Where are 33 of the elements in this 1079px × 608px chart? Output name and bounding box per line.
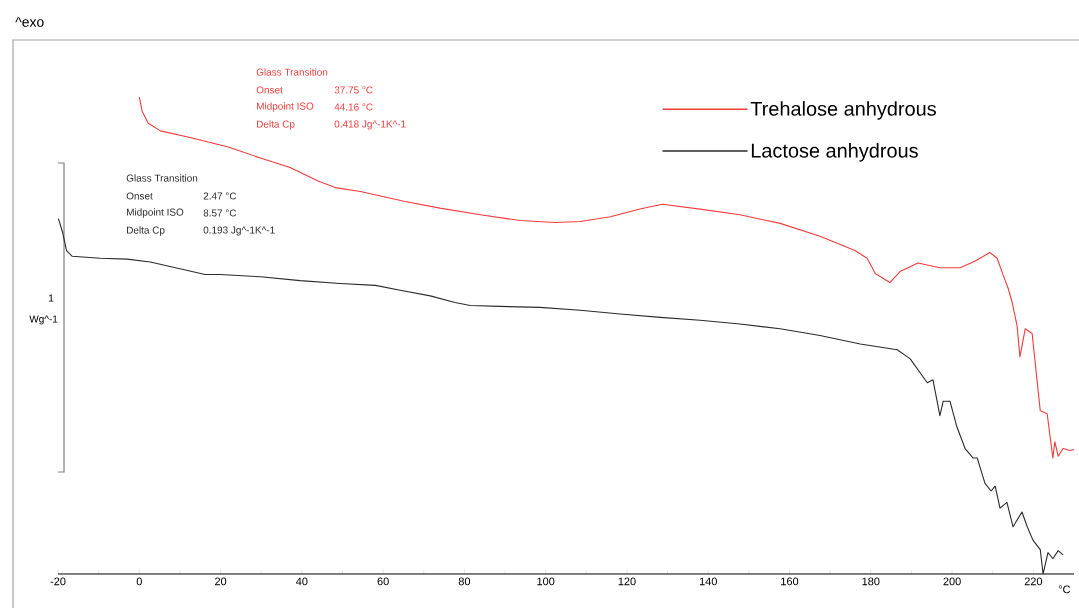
x-tick-label: 20 bbox=[215, 577, 227, 586]
annotation: Delta Cp bbox=[257, 120, 295, 130]
annotation: 8.57 °C bbox=[203, 209, 237, 217]
legend-label: Trehalose anhydrous bbox=[750, 101, 936, 120]
annotation: Midpoint ISO bbox=[127, 208, 184, 218]
x-tick-label: 0 bbox=[136, 577, 142, 586]
annotation: 2.47 °C bbox=[203, 192, 237, 200]
annotation: Delta Cp bbox=[127, 226, 165, 236]
x-tick-label: 120 bbox=[618, 577, 636, 586]
text: Wg^-1 bbox=[29, 315, 58, 325]
x-tick-label: 60 bbox=[377, 577, 389, 586]
annotation: Glass Transition bbox=[126, 174, 198, 182]
x-axis-title: °C bbox=[1058, 585, 1071, 594]
annotation: Midpoint ISO bbox=[257, 102, 314, 112]
x-tick-label: 220 bbox=[1024, 577, 1043, 586]
text: 37.75 °C bbox=[334, 86, 373, 94]
x-tick-label: 140 bbox=[699, 577, 717, 586]
annotation: Onset bbox=[126, 192, 153, 200]
x-tick-label: 100 bbox=[537, 577, 555, 586]
x-tick-label: -20 bbox=[50, 577, 66, 586]
text: Glass Transition bbox=[256, 68, 328, 76]
text: ^exo bbox=[15, 17, 44, 27]
x-tick-label: 160 bbox=[781, 577, 799, 586]
legend-label: Lactose anhydrous bbox=[751, 143, 918, 162]
text: Onset bbox=[256, 86, 283, 94]
annotation: 44.16 °C bbox=[334, 103, 373, 111]
x-tick-label: 200 bbox=[943, 577, 961, 586]
x-tick-label: 180 bbox=[862, 577, 880, 586]
text: 1 bbox=[49, 294, 54, 302]
x-tick-label: 80 bbox=[458, 577, 471, 586]
annotation: 0.193 Jg^-1K^-1 bbox=[203, 226, 275, 236]
x-tick-label: 40 bbox=[296, 577, 308, 586]
annotation: 0.418 Jg^-1K^-1 bbox=[334, 120, 406, 130]
